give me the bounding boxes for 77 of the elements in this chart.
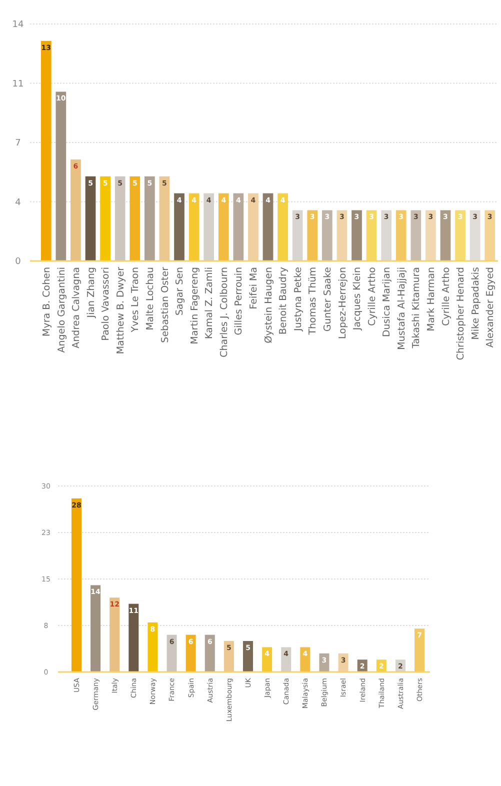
bar (233, 193, 244, 261)
bar (426, 210, 436, 261)
bar (262, 647, 272, 672)
bar (243, 641, 253, 672)
bar (186, 634, 196, 672)
bar (144, 176, 155, 261)
bar (159, 176, 170, 261)
y-tick-label: 14 (12, 20, 24, 30)
bar (218, 193, 229, 261)
x-tick-label: Kamal Z. Zamli (204, 267, 216, 340)
bar (188, 193, 200, 261)
x-tick-label: Cyrille Artho (440, 266, 452, 326)
bar (322, 210, 332, 261)
x-tick-label: Sagar Sen (174, 267, 186, 316)
x-tick-label: Yves Le Traon (130, 267, 142, 334)
x-tick-label: Jian Zhang (86, 267, 97, 319)
bar (307, 210, 318, 261)
x-tick-label: Lopez-Herrejon (337, 267, 348, 339)
x-tick-label: Feifei Ma (248, 267, 260, 310)
y-tick-label: 7 (15, 138, 21, 149)
x-tick-label: Jacques Klein (352, 267, 364, 332)
x-tick-label: Mark Harman (426, 267, 438, 332)
x-tick-label: Justyna Petke (292, 266, 304, 332)
bar (484, 210, 496, 261)
bar (440, 210, 451, 261)
x-tick-label: Gilles Perrouin (234, 267, 245, 336)
bar (100, 176, 110, 261)
x-tick-label: Mustafa Al-Hajjaji (396, 267, 408, 350)
x-tick-label: Christopher Henard (456, 267, 467, 360)
bar (410, 210, 422, 261)
x-tick-label: Øystein Haugen (263, 267, 274, 344)
bar (381, 210, 392, 261)
x-tick-label: Mike Papadakis (470, 266, 482, 340)
x-tick-label: Andrea Calvagna (71, 267, 82, 348)
bar (71, 498, 82, 672)
bar (128, 604, 139, 672)
bar (110, 598, 120, 672)
bar (278, 193, 288, 261)
x-tick-label: Gunter Saake (322, 266, 334, 332)
bar (40, 40, 52, 261)
y-tick-label: 11 (12, 79, 24, 90)
bar (204, 193, 214, 261)
x-tick-label: Myra B. Cohen (41, 267, 52, 336)
bar (224, 641, 234, 672)
bar (300, 647, 310, 672)
x-tick-label: Takashi Kitamura (411, 267, 422, 350)
bar (248, 193, 258, 261)
bar (352, 210, 362, 261)
bar (56, 92, 66, 261)
x-tick-label: Martin Fagereng (189, 267, 200, 344)
x-tick-label: Cyrille Artho (366, 266, 378, 326)
bar (204, 634, 215, 672)
x-tick-label: Alexander Egyed (485, 267, 496, 348)
y-tick-label: 0 (15, 257, 22, 268)
x-tick-label: Malte Lochau (144, 267, 156, 330)
x-tick-label: Matthew B. Dwyer (115, 266, 126, 354)
x-tick-label: Thomas Thüm (308, 267, 319, 336)
bar (90, 585, 101, 672)
bar (470, 210, 480, 261)
bar (281, 647, 292, 672)
y-tick-label: 4 (15, 198, 22, 208)
x-tick-label: Sebastian Oster (160, 266, 171, 343)
x-tick-label: Charles J. Colbourn (218, 267, 230, 358)
x-tick-label: Benoit Baudry (278, 266, 290, 334)
bar (148, 622, 158, 672)
bar (336, 210, 348, 261)
bar (70, 159, 81, 261)
bar (130, 176, 140, 261)
x-tick-label: Paolo Vavassori (100, 267, 112, 341)
bar (174, 193, 184, 261)
bar (114, 176, 126, 261)
bar (262, 193, 274, 261)
bar (292, 210, 303, 261)
bar (85, 176, 96, 261)
bar (166, 634, 177, 672)
x-tick-label: Dusica Marijan (382, 267, 393, 338)
x-tick-label: Angelo Gargantini (56, 267, 68, 353)
